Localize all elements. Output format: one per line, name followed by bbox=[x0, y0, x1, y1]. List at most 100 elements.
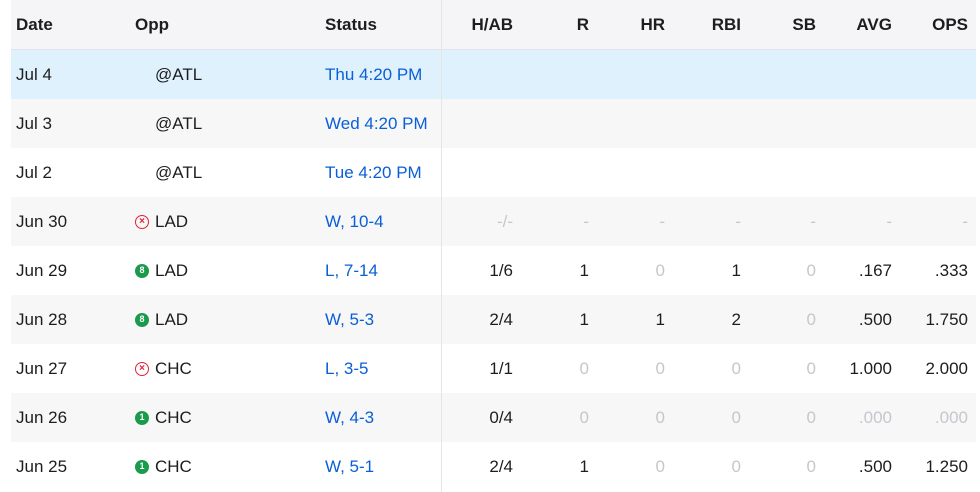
column-header-avg[interactable]: AVG bbox=[856, 14, 892, 34]
opponent-name: LAD bbox=[155, 211, 189, 231]
stat-ops: - bbox=[962, 211, 968, 231]
stat-rbi: 0 bbox=[731, 358, 741, 378]
opponent-cell: @ATL bbox=[135, 148, 245, 197]
stat-r: 1 bbox=[579, 309, 589, 329]
stat-ops: .333 bbox=[934, 260, 968, 280]
game-status-link[interactable]: W, 4-3 bbox=[325, 407, 375, 427]
stat-hab: -/- bbox=[496, 211, 513, 231]
stat-avg: .000 bbox=[858, 407, 892, 427]
opponent-cell: × LAD bbox=[135, 197, 245, 246]
win-badge-icon: 8 bbox=[135, 263, 149, 278]
stat-rbi: - bbox=[735, 211, 741, 231]
win-badge-icon: 8 bbox=[135, 312, 149, 327]
win-badge-icon: 1 bbox=[135, 410, 149, 425]
opponent-name: @ATL bbox=[155, 113, 203, 133]
column-header-ops[interactable]: OPS bbox=[932, 14, 968, 34]
stat-hr: - bbox=[659, 211, 665, 231]
game-status-link[interactable]: Wed 4:20 PM bbox=[325, 113, 428, 133]
loss-circle-x-icon: × bbox=[135, 361, 149, 376]
loss-circle-x-icon: × bbox=[135, 214, 149, 229]
table-row[interactable]: Jun 27 × CHC L, 3-5 1/1 0 0 0 0 1.000 2.000 bbox=[11, 344, 976, 393]
game-status-link[interactable]: Tue 4:20 PM bbox=[325, 162, 422, 182]
opponent-name: CHC bbox=[155, 456, 192, 476]
stat-sb: 0 bbox=[806, 456, 816, 476]
game-status-link[interactable]: L, 7-14 bbox=[325, 260, 378, 280]
table-row[interactable]: Jun 30 × LAD W, 10-4 -/- - - - - - - bbox=[11, 197, 976, 246]
table-body: Jul 4 @ATL Thu 4:20 PM Jul 3 @ATL Wed 4:20 PM… bbox=[11, 50, 976, 491]
game-date: Jul 2 bbox=[16, 162, 52, 182]
opponent-name: LAD bbox=[155, 260, 189, 280]
stat-ops: 1.250 bbox=[925, 456, 968, 476]
game-status-link[interactable]: W, 5-1 bbox=[325, 456, 375, 476]
column-header-hr[interactable]: HR bbox=[640, 14, 665, 34]
stat-r: 0 bbox=[579, 407, 589, 427]
stat-hab: 1/6 bbox=[489, 260, 513, 280]
stat-avg: .500 bbox=[858, 456, 892, 476]
table-row[interactable]: Jul 2 @ATL Tue 4:20 PM bbox=[11, 148, 976, 197]
stat-r: - bbox=[583, 211, 589, 231]
stat-rbi: 0 bbox=[731, 407, 741, 427]
game-date: Jun 26 bbox=[16, 407, 68, 427]
win-badge-icon: 1 bbox=[135, 459, 149, 474]
stat-sb: 0 bbox=[806, 358, 816, 378]
table-header: Date Opp Status H/AB R HR RBI SB AVG OPS bbox=[11, 0, 976, 50]
column-divider bbox=[441, 0, 442, 492]
stat-hr: 0 bbox=[655, 260, 665, 280]
stat-avg: 1.000 bbox=[849, 358, 892, 378]
opponent-name: LAD bbox=[155, 309, 189, 329]
opponent-name: CHC bbox=[155, 358, 192, 378]
game-date: Jun 30 bbox=[16, 211, 68, 231]
column-header-hab[interactable]: H/AB bbox=[471, 14, 513, 34]
stat-hr: 1 bbox=[655, 309, 665, 329]
stat-sb: 0 bbox=[806, 407, 816, 427]
game-status-link[interactable]: W, 10-4 bbox=[325, 211, 384, 231]
stat-hab: 1/1 bbox=[489, 358, 513, 378]
game-status-link[interactable]: Thu 4:20 PM bbox=[325, 64, 423, 84]
opponent-cell: 1 CHC bbox=[135, 442, 245, 491]
stat-avg: .500 bbox=[858, 309, 892, 329]
game-date: Jun 27 bbox=[16, 358, 68, 378]
table-row[interactable]: Jun 29 8 LAD L, 7-14 1/6 1 0 1 0 .167 .333 bbox=[11, 246, 976, 295]
table-row[interactable]: Jul 3 @ATL Wed 4:20 PM bbox=[11, 99, 976, 148]
opponent-cell: 8 LAD bbox=[135, 246, 245, 295]
stat-rbi: 1 bbox=[731, 260, 741, 280]
stat-avg: - bbox=[886, 211, 892, 231]
column-header-status[interactable]: Status bbox=[325, 14, 377, 34]
table-row[interactable]: Jun 28 8 LAD W, 5-3 2/4 1 1 2 0 .500 1.750 bbox=[11, 295, 976, 344]
stat-rbi: 2 bbox=[731, 309, 741, 329]
no-result-spacer bbox=[135, 117, 149, 131]
column-header-rbi[interactable]: RBI bbox=[711, 14, 741, 34]
column-header-opp[interactable]: Opp bbox=[135, 14, 169, 34]
column-header-sb[interactable]: SB bbox=[792, 14, 816, 34]
stat-sb: - bbox=[810, 211, 816, 231]
stat-ops: .000 bbox=[934, 407, 968, 427]
stat-r: 1 bbox=[579, 456, 589, 476]
table-row[interactable]: Jun 26 1 CHC W, 4-3 0/4 0 0 0 0 .000 .000 bbox=[11, 393, 976, 442]
game-date: Jun 28 bbox=[16, 309, 68, 329]
opponent-cell: @ATL bbox=[135, 50, 245, 99]
game-status-link[interactable]: L, 3-5 bbox=[325, 358, 369, 378]
no-result-spacer bbox=[135, 68, 149, 82]
column-header-date[interactable]: Date bbox=[16, 14, 53, 34]
game-date: Jun 25 bbox=[16, 456, 68, 476]
table-row[interactable]: Jun 25 1 CHC W, 5-1 2/4 1 0 0 0 .500 1.250 bbox=[11, 442, 976, 491]
opponent-cell: × CHC bbox=[135, 344, 245, 393]
opponent-cell: @ATL bbox=[135, 99, 245, 148]
stat-sb: 0 bbox=[806, 309, 816, 329]
stat-hr: 0 bbox=[655, 358, 665, 378]
stat-hab: 2/4 bbox=[489, 456, 513, 476]
game-status-link[interactable]: W, 5-3 bbox=[325, 309, 375, 329]
stat-r: 1 bbox=[579, 260, 589, 280]
game-date: Jul 3 bbox=[16, 113, 52, 133]
game-date: Jul 4 bbox=[16, 64, 52, 84]
stat-hab: 0/4 bbox=[489, 407, 513, 427]
opponent-name: @ATL bbox=[155, 64, 203, 84]
stat-ops: 2.000 bbox=[925, 358, 968, 378]
game-date: Jun 29 bbox=[16, 260, 68, 280]
stat-hr: 0 bbox=[655, 456, 665, 476]
opponent-cell: 8 LAD bbox=[135, 295, 245, 344]
table-row[interactable]: Jul 4 @ATL Thu 4:20 PM bbox=[11, 50, 976, 99]
opponent-name: @ATL bbox=[155, 162, 203, 182]
column-header-r[interactable]: R bbox=[576, 14, 589, 34]
stat-sb: 0 bbox=[806, 260, 816, 280]
